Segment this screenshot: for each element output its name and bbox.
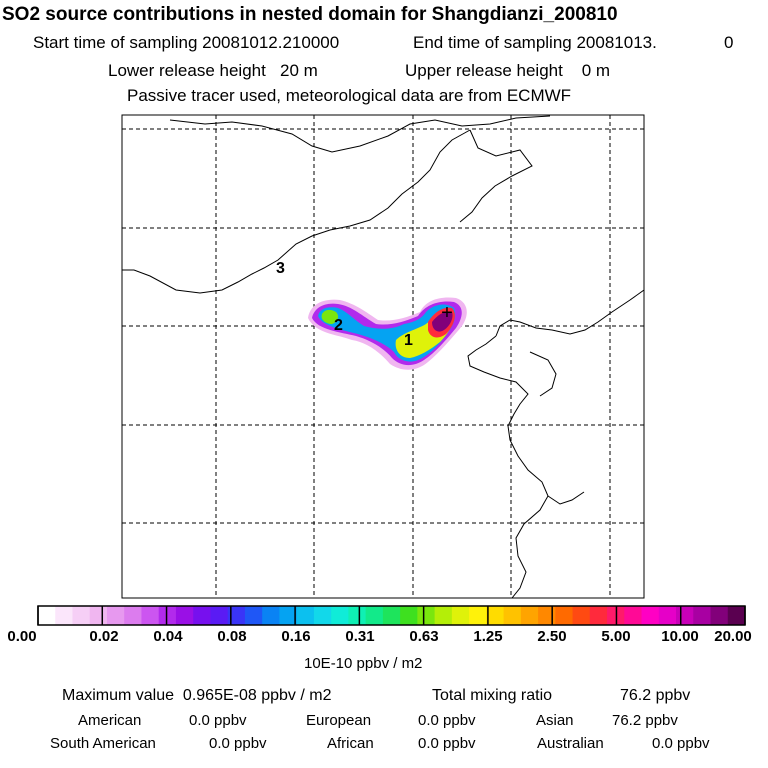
region-name: Australian bbox=[537, 735, 604, 752]
region-name: Asian bbox=[536, 712, 574, 729]
upper-release-height: Upper release height 0 m bbox=[405, 61, 611, 80]
colorbar-tick: 0.00 bbox=[7, 628, 37, 645]
colorbar-swatch bbox=[331, 606, 349, 625]
colorbar-swatch bbox=[313, 606, 332, 625]
total-mixing-value: 76.2 ppbv bbox=[620, 687, 691, 704]
colorbar-tick: 0.31 bbox=[345, 628, 375, 645]
colorbar-tick: 2.50 bbox=[537, 628, 567, 645]
colorbar-swatch bbox=[106, 606, 125, 625]
colorbar-swatch bbox=[469, 606, 487, 625]
region-value: 0.0 ppbv bbox=[209, 735, 267, 752]
plume bbox=[308, 297, 467, 370]
max-value: Maximum value 0.965E-08 ppbv / m2 bbox=[62, 687, 332, 704]
colorbar-swatch bbox=[262, 606, 280, 625]
lower-release-height: Lower release height 20 m bbox=[108, 61, 318, 80]
colorbar-swatch bbox=[624, 606, 643, 625]
contour-label: 3 bbox=[276, 260, 285, 277]
colorbar-unit: 10E-10 ppbv / m2 bbox=[304, 655, 423, 672]
graticule bbox=[122, 115, 644, 598]
end-time-suffix: 0 bbox=[724, 33, 734, 52]
map-frame bbox=[121, 114, 645, 599]
colorbar bbox=[37, 605, 746, 626]
colorbar-swatch bbox=[227, 606, 246, 625]
colorbar-swatch bbox=[503, 606, 522, 625]
border-line bbox=[122, 129, 471, 294]
colorbar-swatch bbox=[193, 606, 211, 625]
contour-label: 2 bbox=[334, 317, 343, 334]
start-time-label: Start time of sampling 20081012.210000 bbox=[33, 33, 340, 52]
colorbar-swatch bbox=[658, 606, 677, 625]
region-value: 0.0 ppbv bbox=[189, 712, 247, 729]
colorbar-tick: 0.04 bbox=[153, 628, 183, 645]
colorbar-swatch bbox=[124, 606, 142, 625]
plume-core-west bbox=[321, 309, 339, 324]
region-value: 0.0 ppbv bbox=[418, 735, 476, 752]
colorbar-swatch bbox=[589, 606, 608, 625]
colorbar-swatch bbox=[279, 606, 298, 625]
colorbar-swatch bbox=[641, 606, 660, 625]
coastline bbox=[495, 289, 644, 337]
region-name: European bbox=[306, 712, 372, 729]
colorbar-swatch bbox=[296, 606, 315, 625]
colorbar-swatch bbox=[365, 606, 384, 625]
total-mixing-label: Total mixing ratio bbox=[432, 687, 553, 704]
colorbar-swatch bbox=[572, 606, 591, 625]
colorbar-swatch bbox=[417, 606, 436, 625]
colorbar-swatch bbox=[400, 606, 418, 625]
colorbar-swatch bbox=[175, 606, 194, 625]
border-line bbox=[169, 115, 551, 153]
region-name: South American bbox=[50, 735, 156, 752]
colorbar-swatch bbox=[676, 606, 694, 625]
colorbar-tick: 0.63 bbox=[409, 628, 439, 645]
colorbar-swatch bbox=[382, 606, 401, 625]
border-line bbox=[459, 129, 533, 223]
plume-level-max bbox=[432, 311, 453, 332]
colorbar-swatch bbox=[72, 606, 91, 625]
colorbar-swatch bbox=[210, 606, 229, 625]
colorbar-tick: 0.08 bbox=[217, 628, 247, 645]
colorbar-swatch bbox=[486, 606, 505, 625]
end-time-label: End time of sampling 20081013. bbox=[413, 33, 657, 52]
colorbar-swatch bbox=[538, 606, 556, 625]
contour-label: 1 bbox=[404, 332, 413, 349]
colorbar-swatch bbox=[727, 606, 746, 625]
colorbar-swatch bbox=[693, 606, 712, 625]
colorbar-tick: 0.02 bbox=[89, 628, 119, 645]
station-marker: + bbox=[441, 302, 453, 324]
colorbar-tick: 20.00 bbox=[714, 628, 752, 645]
region-name: American bbox=[78, 712, 142, 729]
colorbar-swatch bbox=[555, 606, 574, 625]
colorbar-tick: 1.25 bbox=[473, 628, 503, 645]
colorbar-tick: 5.00 bbox=[601, 628, 631, 645]
plot-title: SO2 source contributions in nested domai… bbox=[2, 4, 618, 25]
region-value: 0.0 ppbv bbox=[652, 735, 710, 752]
colorbar-swatch bbox=[55, 606, 73, 625]
region-name: African bbox=[327, 735, 374, 752]
colorbar-outline bbox=[37, 605, 746, 626]
region-value: 0.0 ppbv bbox=[418, 712, 476, 729]
colorbar-swatch bbox=[141, 606, 160, 625]
coastline bbox=[547, 491, 585, 505]
colorbar-swatch bbox=[520, 606, 539, 625]
colorbar-swatch bbox=[244, 606, 263, 625]
colorbar-tick: 10.00 bbox=[661, 628, 699, 645]
colorbar-swatch bbox=[710, 606, 729, 625]
coastline bbox=[529, 351, 557, 397]
region-value: 76.2 ppbv bbox=[612, 712, 678, 729]
colorbar-swatch bbox=[158, 606, 177, 625]
coastline bbox=[467, 335, 549, 598]
coastlines bbox=[122, 115, 644, 598]
colorbar-swatch bbox=[434, 606, 453, 625]
colorbar-swatch bbox=[451, 606, 470, 625]
colorbar-tick: 0.16 bbox=[281, 628, 311, 645]
colorbar-swatch bbox=[348, 606, 367, 625]
colorbar-swatch bbox=[89, 606, 108, 625]
tracer-note: Passive tracer used, meteorological data… bbox=[127, 86, 572, 105]
colorbar-swatch bbox=[38, 606, 56, 625]
